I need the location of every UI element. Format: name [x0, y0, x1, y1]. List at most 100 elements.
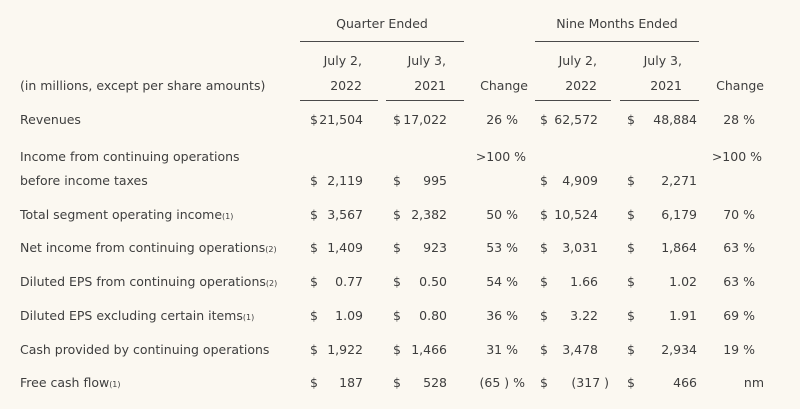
col-header-n-change: Change [716, 78, 764, 93]
cell-dollar: $ [540, 375, 548, 390]
cell-dollar: $ [627, 342, 635, 357]
row-label-revenues: Revenues [20, 112, 81, 127]
cell-q-change: (65 ) % [479, 375, 525, 390]
cell-dollar: $ [540, 112, 548, 127]
cell-n-change: 28 % [723, 112, 755, 127]
col-header-q-2021-line2: 2021 [414, 78, 446, 93]
col-header-q-2022-line1: July 2, [323, 53, 362, 68]
col-header-n-2022-line2: 2022 [565, 78, 597, 93]
cell-dollar: $ [393, 112, 401, 127]
cell-n-change: nm [743, 375, 764, 390]
cell-q-2022: 1,922 [327, 342, 363, 357]
cell-q-change: 26 % [486, 112, 518, 127]
col-header-q-2021-line1: July 3, [407, 53, 446, 68]
cell-q-change: 36 % [486, 308, 518, 323]
cell-n-2022: 1.66 [570, 274, 598, 289]
cell-q-2022: 1.09 [335, 308, 363, 323]
footnote-marker: (1) [222, 212, 234, 221]
cell-dollar: $ [393, 274, 401, 289]
cell-dollar: $ [540, 173, 548, 188]
cell-dollar: $ [310, 240, 318, 255]
group-header-quarter: Quarter Ended [336, 16, 428, 31]
cell-q-2021: 17,022 [403, 112, 447, 127]
cell-q-2022: 21,504 [319, 112, 363, 127]
cell-n-2022: (317 ) [571, 375, 609, 390]
cell-dollar: $ [627, 274, 635, 289]
cell-dollar: $ [540, 274, 548, 289]
cell-q-2021: 995 [423, 173, 447, 188]
cell-dollar: $ [393, 207, 401, 222]
col-underline-q-2022 [300, 100, 378, 101]
row-label-free-cash-flow: Free cash flow(1) [20, 375, 121, 390]
cell-q-2021: 528 [423, 375, 447, 390]
cell-q-change: 54 % [486, 274, 518, 289]
cell-n-2021: 2,271 [661, 173, 697, 188]
cell-dollar: $ [393, 240, 401, 255]
cell-q-2021: 0.50 [419, 274, 447, 289]
cell-dollar: $ [310, 207, 318, 222]
cell-n-2022: 62,572 [554, 112, 598, 127]
group-underline-quarter [300, 41, 464, 42]
cell-dollar: $ [310, 342, 318, 357]
col-header-n-2021-line2: 2021 [650, 78, 682, 93]
cell-dollar: $ [393, 173, 401, 188]
cell-dollar: $ [627, 112, 635, 127]
cell-dollar: $ [540, 207, 548, 222]
cell-dollar: $ [310, 173, 318, 188]
cell-q-change: 31 % [486, 342, 518, 357]
cell-n-change: 69 % [723, 308, 755, 323]
cell-n-change: 19 % [723, 342, 755, 357]
footnote-marker: (2) [265, 245, 277, 254]
cell-dollar: $ [540, 240, 548, 255]
row-label-income-continuing-ops-line2: before income taxes [20, 173, 148, 188]
cell-dollar: $ [310, 274, 318, 289]
row-label-diluted-eps-continuing-ops: Diluted EPS from continuing operations(2… [20, 274, 278, 289]
cell-q-2021: 923 [423, 240, 447, 255]
footnote-marker: (1) [242, 313, 255, 322]
cell-q-2021: 2,382 [411, 207, 447, 222]
cell-q-change: 50 % [486, 207, 518, 222]
cell-n-2022: 3,478 [562, 342, 598, 357]
row-label-net-income-continuing-ops: Net income from continuing operations(2) [20, 240, 277, 255]
cell-dollar: $ [393, 375, 401, 390]
cell-n-2021: 1.91 [669, 308, 697, 323]
row-label-income-continuing-ops: Income from continuing operations [20, 149, 240, 164]
cell-dollar: $ [310, 375, 318, 390]
cell-dollar: $ [540, 342, 548, 357]
cell-q-2022: 1,409 [327, 240, 363, 255]
cell-q-change: >100 % [475, 149, 526, 164]
footnote-marker: (2) [265, 279, 278, 288]
cell-dollar: $ [627, 173, 635, 188]
col-header-q-change: Change [480, 78, 528, 93]
col-header-n-2021-line1: July 3, [643, 53, 682, 68]
cell-n-2022: 3.22 [570, 308, 598, 323]
cell-dollar: $ [627, 308, 635, 323]
cell-dollar: $ [310, 112, 318, 127]
cell-n-2021: 48,884 [653, 112, 697, 127]
cell-q-2022: 0.77 [335, 274, 363, 289]
row-label-cash-provided-continuing-ops: Cash provided by continuing operations [20, 342, 270, 357]
cell-dollar: $ [310, 308, 318, 323]
row-label-diluted-eps-excluding-items: Diluted EPS excluding certain items(1) [20, 308, 255, 323]
cell-q-2022: 187 [339, 375, 363, 390]
col-header-n-2022-line1: July 2, [558, 53, 597, 68]
cell-dollar: $ [540, 308, 548, 323]
footnote-marker: (1) [109, 380, 121, 389]
cell-n-2022: 4,909 [562, 173, 598, 188]
row-label-total-segment-operating-income: Total segment operating income(1) [20, 207, 234, 222]
cell-dollar: $ [393, 308, 401, 323]
cell-n-2022: 10,524 [554, 207, 598, 222]
group-header-nine-months: Nine Months Ended [556, 16, 678, 31]
cell-n-2022: 3,031 [562, 240, 598, 255]
col-underline-n-2022 [535, 100, 611, 101]
cell-q-2022: 2,119 [327, 173, 363, 188]
col-header-q-2022-line2: 2022 [330, 78, 362, 93]
cell-n-2021: 2,934 [661, 342, 697, 357]
cell-n-change: >100 % [711, 149, 762, 164]
cell-dollar: $ [627, 207, 635, 222]
cell-q-2021: 1,466 [411, 342, 447, 357]
cell-n-2021: 6,179 [661, 207, 697, 222]
col-underline-q-2021 [386, 100, 464, 101]
cell-n-2021: 1,864 [661, 240, 697, 255]
